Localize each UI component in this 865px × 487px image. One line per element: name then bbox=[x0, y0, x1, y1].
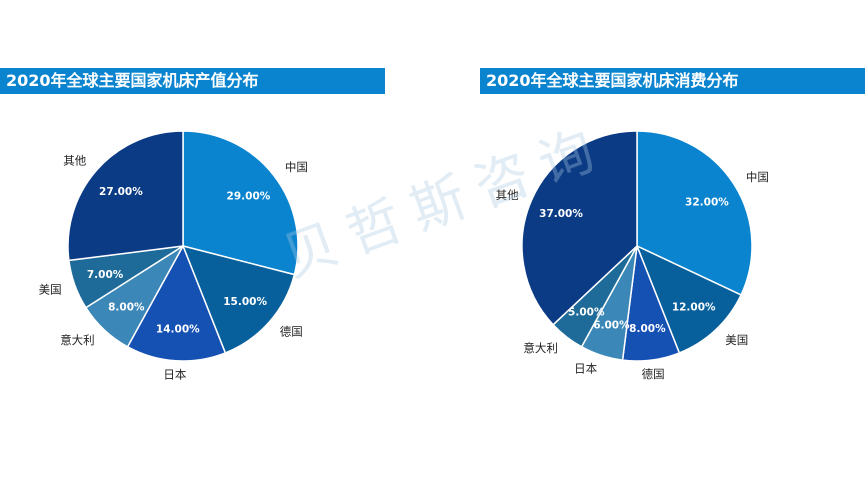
chart-title-consumption: 2020年全球主要国家机床消费分布 bbox=[480, 68, 865, 94]
category-label-consumption-0: 中国 bbox=[746, 170, 769, 184]
category-label-consumption-4: 意大利 bbox=[523, 341, 558, 355]
pie-slice-production-2 bbox=[126, 244, 227, 362]
data-label-production-5: 27.00% bbox=[99, 186, 143, 198]
category-label-production-1: 德国 bbox=[280, 324, 303, 338]
category-label-consumption-1: 美国 bbox=[725, 333, 748, 347]
data-label-consumption-2: 8.00% bbox=[629, 323, 666, 335]
category-label-production-4: 美国 bbox=[39, 283, 62, 297]
chart-title-production: 2020年全球主要国家机床产值分布 bbox=[0, 68, 385, 94]
category-label-consumption-3: 日本 bbox=[574, 362, 597, 376]
pie-slice-consumption-0 bbox=[636, 130, 753, 296]
category-label-production-5: 其他 bbox=[63, 154, 86, 168]
data-label-consumption-5: 37.00% bbox=[539, 208, 583, 220]
data-label-consumption-0: 32.00% bbox=[685, 197, 729, 209]
data-label-production-4: 7.00% bbox=[87, 269, 124, 281]
pie-slice-production-1 bbox=[181, 244, 296, 354]
pie-slice-consumption-5 bbox=[521, 130, 638, 326]
category-label-consumption-2: 德国 bbox=[642, 367, 665, 381]
data-label-production-2: 14.00% bbox=[156, 324, 200, 336]
data-label-consumption-1: 12.00% bbox=[672, 301, 716, 313]
data-label-production-1: 15.00% bbox=[223, 296, 267, 308]
data-label-consumption-4: 5.00% bbox=[568, 306, 605, 318]
category-label-production-2: 日本 bbox=[163, 368, 186, 382]
category-label-production-3: 意大利 bbox=[60, 333, 95, 347]
pie-slice-production-0 bbox=[182, 130, 299, 276]
pie-slice-consumption-1 bbox=[635, 244, 743, 354]
data-label-production-3: 8.00% bbox=[108, 301, 145, 313]
category-label-production-0: 中国 bbox=[285, 160, 308, 174]
category-label-consumption-5: 其他 bbox=[496, 188, 519, 202]
data-label-consumption-3: 6.00% bbox=[593, 320, 630, 332]
data-label-production-0: 29.00% bbox=[227, 190, 271, 202]
pie-slice-production-5 bbox=[67, 130, 184, 262]
